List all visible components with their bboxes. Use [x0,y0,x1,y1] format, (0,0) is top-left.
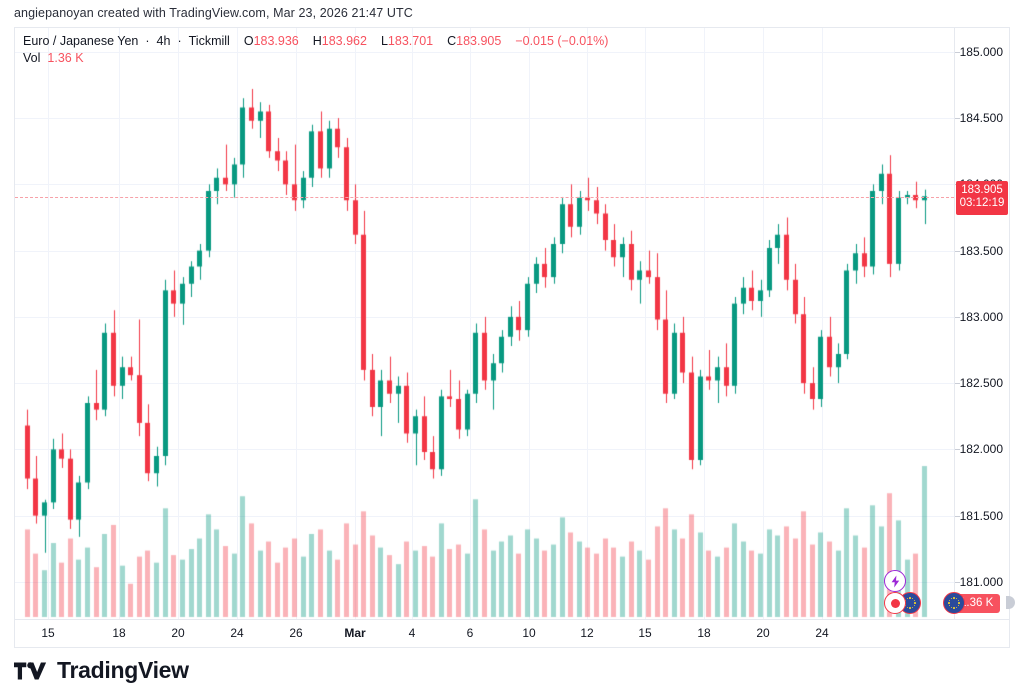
price-axis-label: 182.500 [959,376,1003,391]
time-axis-label: 15 [41,626,55,640]
current-price-tag: 183.905 03:12:19 [956,180,1008,215]
japan-flag-icon [884,592,906,614]
price-tick [955,581,960,583]
price-tick [955,118,960,120]
tradingview-wordmark: TradingView [57,657,189,683]
time-axis-label: 24 [230,626,244,640]
time-axis-label: 20 [171,626,185,640]
tradingview-logo-icon [14,661,47,679]
time-axis-label: 18 [697,626,711,640]
time-axis-label: 18 [112,626,126,640]
price-tick [955,449,960,451]
price-tick [955,250,960,252]
chart-plot-area[interactable]: Euro / Japanese Yen · 4h · Tickmill O183.936 H… [15,28,954,619]
time-axis-label: 20 [756,626,770,640]
time-axis-label: 26 [289,626,303,640]
price-axis[interactable]: 185.000184.500184.000183.500183.000182.5… [954,28,1009,619]
price-axis-label: 185.000 [959,44,1003,59]
candlestick-series-canvas [15,28,954,619]
time-axis-label: 12 [580,626,594,640]
time-axis-label: 10 [522,626,536,640]
time-axis-label: 6 [466,626,474,640]
volume-badge-tail [1006,596,1015,609]
price-axis-label: 184.500 [959,111,1003,126]
price-axis-label: 181.500 [959,508,1003,523]
tradingview-footer: TradingView [14,657,189,684]
volume-axis-badge: 1.36 K [953,594,1001,613]
price-axis-label: 183.500 [959,243,1003,258]
price-tick [955,383,960,385]
current-price-line [15,197,954,198]
price-tick [955,515,960,517]
credit-watermark: angiepanoyan created with TradingView.co… [14,6,413,20]
time-axis[interactable]: 15 18 20 24 26 Mar 4 6 10 12 15 18 20 24 [14,620,1010,648]
eu-stars-axis [947,596,961,610]
eu-flag-icon-axis [943,592,965,614]
time-axis-label: Mar [344,626,366,640]
price-axis-label: 182.000 [959,442,1003,457]
time-axis-label: 4 [408,626,416,640]
time-axis-label: 24 [815,626,829,640]
price-axis-label: 181.000 [959,574,1003,589]
price-axis-label: 183.000 [959,309,1003,324]
lightning-bolt-icon[interactable] [884,570,906,592]
time-axis-label: 15 [638,626,652,640]
price-tick [955,316,960,318]
bar-countdown: 03:12:19 [959,197,1005,210]
chart-frame: Euro / Japanese Yen · 4h · Tickmill O183.936 H… [14,27,1010,620]
price-tick [955,51,960,53]
current-price-value: 183.905 [961,183,1003,196]
symbol-flags-group[interactable] [884,592,924,614]
